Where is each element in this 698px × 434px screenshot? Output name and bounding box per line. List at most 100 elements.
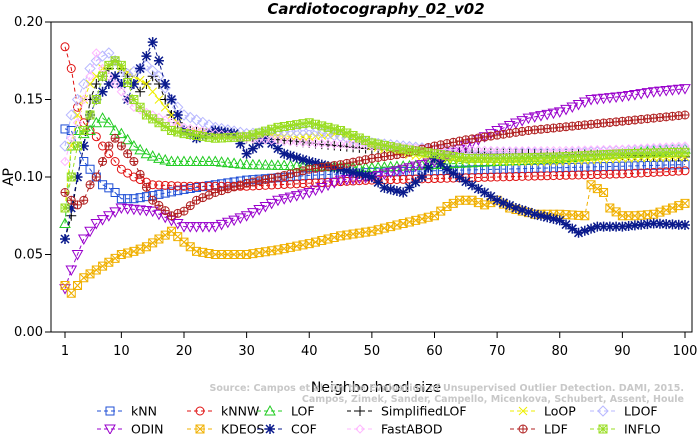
point-inflo bbox=[98, 71, 108, 81]
point-fastabod bbox=[135, 105, 145, 115]
point-knn bbox=[166, 187, 176, 197]
point-cof bbox=[404, 182, 415, 193]
point-ldof bbox=[78, 78, 90, 90]
point-kdeos bbox=[129, 246, 139, 256]
point-kdeos bbox=[429, 211, 439, 221]
point-knn bbox=[636, 161, 646, 171]
point-inflo bbox=[442, 151, 452, 161]
point-cof bbox=[617, 221, 628, 232]
point-cof bbox=[642, 219, 653, 230]
x-tick-label: 40 bbox=[301, 344, 318, 359]
point-knnw bbox=[611, 169, 621, 179]
point-cof bbox=[147, 37, 158, 48]
point-ldof bbox=[59, 140, 71, 152]
point-ldf bbox=[123, 149, 133, 159]
point-odin bbox=[372, 170, 384, 182]
point-knnw bbox=[536, 171, 546, 181]
point-inflo bbox=[448, 152, 458, 162]
point-fastabod bbox=[317, 138, 327, 149]
point-kdeos bbox=[661, 205, 671, 215]
point-ldof bbox=[65, 109, 77, 121]
point-odin bbox=[654, 86, 666, 98]
point-cof bbox=[680, 220, 690, 231]
point-lof bbox=[253, 158, 265, 170]
point-ldf bbox=[66, 195, 76, 205]
y-axis-label: AP bbox=[1, 168, 17, 186]
point-ldf bbox=[179, 206, 189, 216]
point-odin bbox=[140, 205, 153, 217]
point-fastabod bbox=[329, 139, 340, 149]
point-odin bbox=[384, 167, 397, 179]
point-odin bbox=[603, 93, 616, 104]
point-knn bbox=[173, 186, 183, 196]
point-inflo bbox=[204, 132, 214, 142]
point-ldf bbox=[79, 195, 89, 205]
point-inflo bbox=[79, 126, 89, 135]
point-knn bbox=[649, 160, 659, 170]
point-loop bbox=[298, 132, 308, 141]
point-odin bbox=[196, 222, 209, 233]
point-inflo bbox=[260, 126, 270, 136]
point-ldf bbox=[135, 169, 145, 179]
point-knnw bbox=[567, 170, 577, 180]
point-inflo bbox=[116, 60, 126, 70]
point-knnw bbox=[486, 172, 496, 182]
point-cof bbox=[485, 191, 496, 202]
point-ldof bbox=[190, 114, 203, 126]
point-knnw bbox=[386, 175, 396, 185]
point-inflo bbox=[279, 121, 289, 131]
point-cof bbox=[423, 162, 434, 173]
point-odin bbox=[240, 211, 253, 222]
point-inflo bbox=[455, 152, 465, 162]
point-inflo bbox=[411, 146, 421, 156]
point-odin bbox=[265, 198, 278, 210]
point-cof bbox=[611, 221, 622, 232]
point-knnw bbox=[311, 178, 321, 188]
point-cof bbox=[385, 184, 396, 195]
point-cof bbox=[435, 158, 446, 169]
point-knnw bbox=[680, 166, 690, 176]
point-odin bbox=[553, 107, 566, 118]
point-odin bbox=[597, 93, 610, 105]
point-odin bbox=[560, 104, 572, 116]
point-odin bbox=[672, 84, 685, 96]
point-odin bbox=[522, 113, 535, 125]
point-odin bbox=[115, 203, 128, 215]
point-cof bbox=[103, 79, 114, 89]
point-lof bbox=[228, 157, 240, 168]
point-ldf bbox=[104, 141, 114, 151]
point-lof bbox=[59, 217, 71, 228]
point-kdeos bbox=[473, 198, 483, 208]
point-odin bbox=[303, 188, 316, 199]
point-odin bbox=[190, 222, 203, 233]
point-knnw bbox=[642, 168, 652, 178]
point-cof bbox=[636, 219, 647, 230]
legend-marker bbox=[598, 424, 608, 434]
watermark-line-1: Source: Campos et al. On the Evaluation … bbox=[210, 383, 684, 394]
point-knnw bbox=[198, 181, 208, 191]
point-odin bbox=[272, 195, 284, 207]
point-cof bbox=[661, 219, 672, 230]
point-knnw bbox=[586, 170, 596, 180]
legend-item-lof: LOF bbox=[257, 404, 315, 419]
point-simplifiedlof bbox=[91, 79, 102, 89]
point-knnw bbox=[542, 171, 552, 181]
point-knnw bbox=[317, 178, 327, 188]
series-ldof bbox=[59, 47, 691, 160]
point-cof bbox=[517, 205, 528, 216]
point-loop bbox=[135, 75, 145, 85]
point-odin bbox=[128, 204, 140, 216]
point-knnw bbox=[60, 42, 70, 52]
point-odin bbox=[660, 86, 673, 97]
series-line-ldf bbox=[64, 114, 686, 217]
legend-marker bbox=[355, 406, 365, 416]
point-knnw bbox=[492, 172, 502, 182]
point-fastabod bbox=[79, 94, 89, 105]
point-fastabod bbox=[260, 134, 271, 145]
point-inflo bbox=[185, 130, 195, 140]
point-knnw bbox=[429, 174, 439, 184]
point-fastabod bbox=[285, 136, 296, 147]
point-knnw bbox=[592, 170, 602, 180]
point-odin bbox=[297, 189, 309, 201]
